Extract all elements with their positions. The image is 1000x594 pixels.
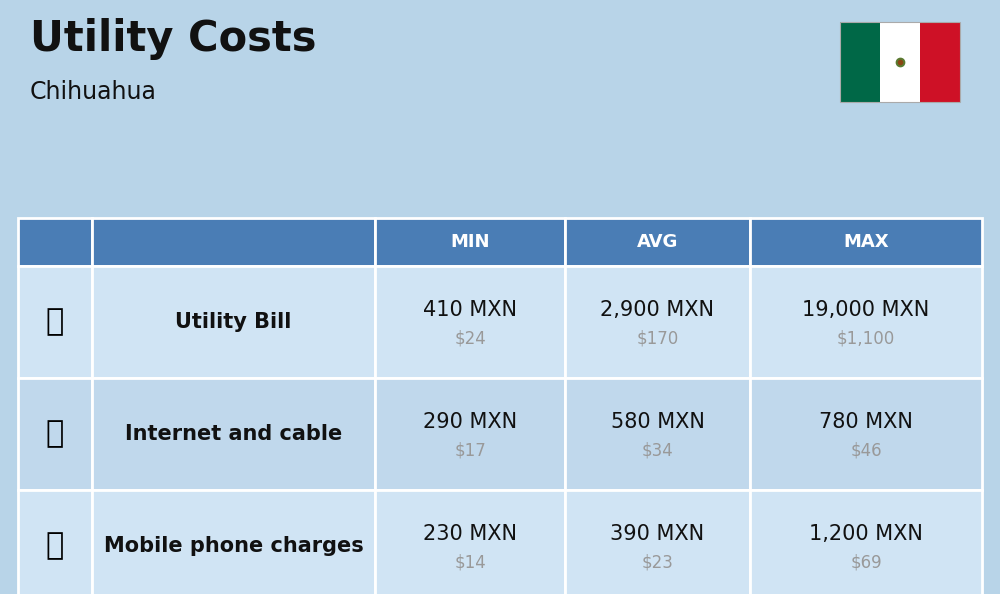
Bar (92, 490, 375, 594)
Text: 19,000 MXN: 19,000 MXN (802, 300, 930, 320)
Bar (18, 266, 92, 378)
Text: 780 MXN: 780 MXN (819, 412, 913, 432)
Text: $170: $170 (636, 329, 679, 347)
Text: 290 MXN: 290 MXN (423, 412, 517, 432)
Text: $23: $23 (642, 553, 673, 571)
Text: Utility Costs: Utility Costs (30, 18, 316, 60)
Text: MIN: MIN (450, 233, 490, 251)
Text: 390 MXN: 390 MXN (610, 524, 705, 544)
Text: 📱: 📱 (46, 532, 64, 561)
Text: $24: $24 (454, 329, 486, 347)
Text: $14: $14 (454, 553, 486, 571)
Bar (750, 218, 982, 266)
Text: $46: $46 (850, 441, 882, 459)
Text: $1,100: $1,100 (837, 329, 895, 347)
Bar (375, 266, 565, 378)
Bar (840, 22, 960, 102)
Text: Chihuahua: Chihuahua (30, 80, 157, 104)
Text: 410 MXN: 410 MXN (423, 300, 517, 320)
Bar (18, 490, 92, 594)
Bar (565, 266, 750, 378)
Text: Internet and cable: Internet and cable (125, 424, 342, 444)
Text: 🔌: 🔌 (46, 308, 64, 336)
Text: 1,200 MXN: 1,200 MXN (809, 524, 923, 544)
Text: $17: $17 (454, 441, 486, 459)
Bar (750, 266, 982, 378)
Bar (565, 378, 750, 490)
Text: Utility Bill: Utility Bill (175, 312, 292, 332)
Bar (375, 218, 565, 266)
Text: $34: $34 (642, 441, 673, 459)
Bar (92, 378, 375, 490)
Text: $69: $69 (850, 553, 882, 571)
Bar (375, 490, 565, 594)
Text: MAX: MAX (843, 233, 889, 251)
Text: 230 MXN: 230 MXN (423, 524, 517, 544)
Bar (18, 218, 92, 266)
Bar (565, 490, 750, 594)
Bar (750, 378, 982, 490)
Text: 580 MXN: 580 MXN (611, 412, 704, 432)
Bar (565, 218, 750, 266)
Bar (375, 378, 565, 490)
Bar (92, 218, 375, 266)
Bar (92, 266, 375, 378)
Bar (18, 378, 92, 490)
Bar (880, 22, 920, 102)
Bar (750, 490, 982, 594)
Bar (840, 22, 880, 102)
Text: 2,900 MXN: 2,900 MXN (600, 300, 714, 320)
Text: Mobile phone charges: Mobile phone charges (104, 536, 363, 556)
Bar (920, 22, 960, 102)
Text: 📡: 📡 (46, 419, 64, 448)
Text: AVG: AVG (637, 233, 678, 251)
